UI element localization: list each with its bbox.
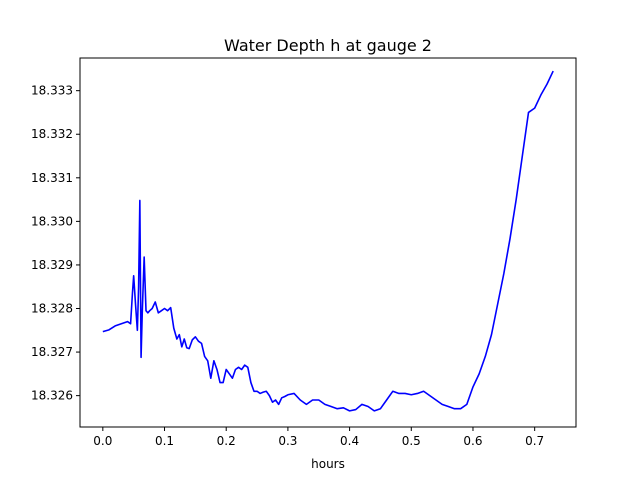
y-tick-label: 18.333 <box>31 84 73 98</box>
y-tick-label: 18.326 <box>31 389 73 403</box>
x-axis-label: hours <box>311 457 345 471</box>
plot-frame <box>79 57 577 428</box>
x-tick-label: 0.1 <box>155 434 174 448</box>
y-tick-label: 18.332 <box>31 127 73 141</box>
y-tick-label: 18.329 <box>31 258 73 272</box>
x-tick-label: 0.4 <box>340 434 359 448</box>
y-tick-label: 18.330 <box>31 214 73 228</box>
x-tick-label: 0.3 <box>278 434 297 448</box>
x-tick-label: 0.5 <box>402 434 421 448</box>
x-tick-label: 0.6 <box>463 434 482 448</box>
x-tick-label: 0.0 <box>93 434 112 448</box>
series-layer <box>102 70 554 412</box>
chart-title: Water Depth h at gauge 2 <box>224 36 432 55</box>
y-tick-label: 18.331 <box>31 171 73 185</box>
y-tick-label: 18.327 <box>31 345 73 359</box>
ticks-layer: 0.0 0.1 0.2 0.3 0.4 0.5 0.6 0.7 18.326 18.327 18.3… <box>31 84 544 448</box>
x-tick-label: 0.7 <box>525 434 544 448</box>
x-tick-label: 0.2 <box>217 434 236 448</box>
y-tick-label: 18.328 <box>31 302 73 316</box>
series-line <box>102 70 554 412</box>
